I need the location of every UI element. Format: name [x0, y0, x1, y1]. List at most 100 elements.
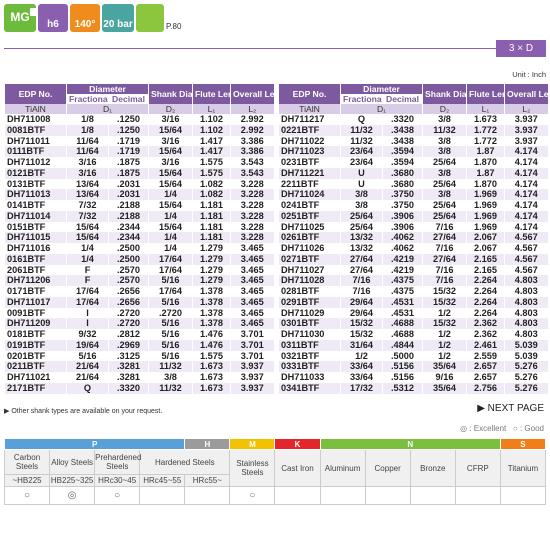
cell: .5312 [382, 382, 423, 394]
cell: 13/64 [66, 189, 109, 200]
data-row: 0081BTF 1/8.1250 15/64 1.102 2.992 [4, 124, 274, 136]
cell: .2720 [108, 318, 149, 329]
cell: 0341BTF [278, 382, 341, 394]
cell: DH711011 [4, 135, 67, 147]
cell: .2500 [108, 243, 149, 254]
cell: 4.174 [504, 189, 548, 200]
cell: .3438 [382, 124, 423, 136]
rating-cell [409, 486, 456, 505]
badge-text: 20 bar [103, 19, 133, 30]
cell: 1.673 [192, 361, 231, 372]
cell: 11/64 [66, 146, 109, 157]
rating-cell [274, 486, 321, 505]
header-cell: Diameter [340, 84, 423, 94]
header-cell: L₁ [192, 104, 231, 114]
rating-cell [139, 486, 186, 505]
header-cell: Overall Length [504, 84, 548, 104]
header-cell: Flute Length [466, 84, 505, 104]
cell: .2188 [108, 200, 149, 211]
cell: .4531 [382, 296, 423, 308]
cell: 1.378 [192, 286, 231, 297]
cell: 7/16 [422, 221, 467, 233]
cell: 1.378 [192, 318, 231, 329]
cell: 4.567 [504, 243, 548, 254]
cell: 3/8 [422, 189, 467, 200]
cell: .2570 [108, 264, 149, 276]
cell: 1.476 [192, 329, 231, 340]
cell: .5000 [382, 350, 423, 362]
cell: 5/16 [148, 350, 193, 362]
cell: 2171BTF [4, 382, 67, 394]
cell: 33/64 [340, 361, 383, 372]
cell: 4.174 [504, 157, 548, 168]
data-row: DH711025 25/64.3906 7/16 1.969 4.174 [278, 221, 548, 233]
data-row: 0111BTF 11/64.1719 15/64 1.417 3.386 [4, 146, 274, 157]
cell: DH711023 [278, 146, 341, 157]
data-row: 0221BTF 11/32.3438 11/32 1.772 3.937 [278, 124, 548, 136]
data-row: DH711024 3/8.3750 3/8 1.969 4.174 [278, 189, 548, 200]
cell: 11/64 [66, 135, 109, 147]
cell: 0231BTF [278, 157, 341, 168]
cell: 3.701 [230, 329, 274, 340]
cell: 3.937 [504, 114, 548, 125]
name-cell: Prehardened Steels [94, 449, 141, 475]
data-row: DH711209 I .2720 5/16 1.378 3.465 [4, 318, 274, 329]
data-row: 0171BTF 17/64.2656 17/64 1.378 3.465 [4, 286, 274, 297]
cell: 7/16 [340, 275, 383, 286]
cell: 21/64 [66, 361, 109, 372]
header-cell: EDP No. [278, 84, 341, 104]
cell: .1719 [108, 146, 149, 157]
cell: 3.465 [230, 286, 274, 297]
name-cell: Stainless Steels [229, 449, 276, 487]
cell: 25/64 [340, 221, 383, 233]
cell: 27/64 [422, 232, 467, 243]
cell: 3.937 [504, 135, 548, 147]
cell: 0161BTF [4, 253, 67, 265]
cell: 4.567 [504, 253, 548, 265]
cell: DH711029 [278, 307, 341, 319]
data-row: 0321BTF 1/2.5000 1/2 2.559 5.039 [278, 350, 548, 362]
cell: 1/2 [422, 329, 467, 340]
cell: 5/16 [148, 318, 193, 329]
data-row: DH711217 Q .3320 3/8 1.673 3.937 [278, 114, 548, 125]
data-row: DH711013 13/64.2031 1/4 1.082 3.228 [4, 189, 274, 200]
hardness-cell: HRc55~ [184, 474, 231, 487]
header-cell: Fractional [66, 94, 109, 104]
data-row: 0341BTF 17/32.5312 35/64 2.756 5.276 [278, 382, 548, 394]
cell: 2.067 [466, 243, 505, 254]
cell: 1/2 [422, 350, 467, 362]
cell: 1.082 [192, 189, 231, 200]
cell: 1.673 [192, 382, 231, 394]
data-row: 0091BTF I .2720.2720 1.378 3.465 [4, 307, 274, 319]
next-page[interactable]: ▶ NEXT PAGE [477, 403, 544, 414]
cell: 1/4 [148, 232, 193, 243]
cell: 1/4 [148, 210, 193, 222]
cell: 3.465 [230, 253, 274, 265]
cell: 3/16 [148, 114, 193, 125]
cell: 4.567 [504, 264, 548, 276]
cell: .4219 [382, 264, 423, 276]
cell: 2211BTF [278, 178, 341, 190]
cell: 3.465 [230, 275, 274, 286]
cell: DH711013 [4, 189, 67, 200]
cell: 3.465 [230, 307, 274, 319]
data-row: DH711022 11/32.3438 3/8 1.772 3.937 [278, 135, 548, 147]
cell: .3438 [382, 135, 423, 147]
legend: ◎ : Excellent ○ : Good [460, 424, 544, 433]
icon-shape [30, 8, 38, 16]
rating-cell: ○ [94, 486, 141, 505]
cell: 2.657 [466, 361, 505, 372]
name-cell: Alloy Steels [49, 449, 96, 475]
cell: 15/32 [340, 318, 383, 329]
group-cell: K [274, 438, 321, 450]
cell: 1/8 [66, 114, 109, 125]
cell: .4375 [382, 275, 423, 286]
cell: 4.174 [504, 146, 548, 157]
header-cell: TiAlN [278, 104, 341, 114]
cell: DH711016 [4, 243, 67, 254]
cell: 0151BTF [4, 221, 67, 233]
rating-cell: ○ [3, 486, 51, 505]
